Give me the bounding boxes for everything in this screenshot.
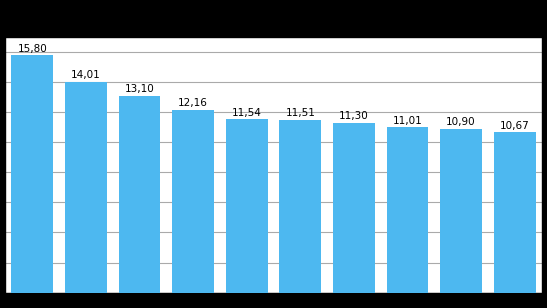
Text: 10,67: 10,67 [500,121,529,131]
Bar [65,82,107,293]
Bar [440,129,482,293]
Text: 11,01: 11,01 [393,116,422,126]
Bar [226,119,267,293]
Bar [119,95,160,293]
Bar [494,132,536,293]
Text: 11,30: 11,30 [339,111,369,121]
Bar [280,120,321,293]
Bar [172,110,214,293]
Text: 11,54: 11,54 [232,107,261,118]
Text: 14,01: 14,01 [71,71,101,80]
Text: 10,90: 10,90 [446,117,476,127]
Bar [11,55,53,293]
Text: 12,16: 12,16 [178,98,208,108]
Bar [333,123,375,293]
Text: 15,80: 15,80 [18,43,47,54]
Text: 11,51: 11,51 [286,108,315,118]
Text: 13,10: 13,10 [125,84,154,94]
Bar [387,127,428,293]
